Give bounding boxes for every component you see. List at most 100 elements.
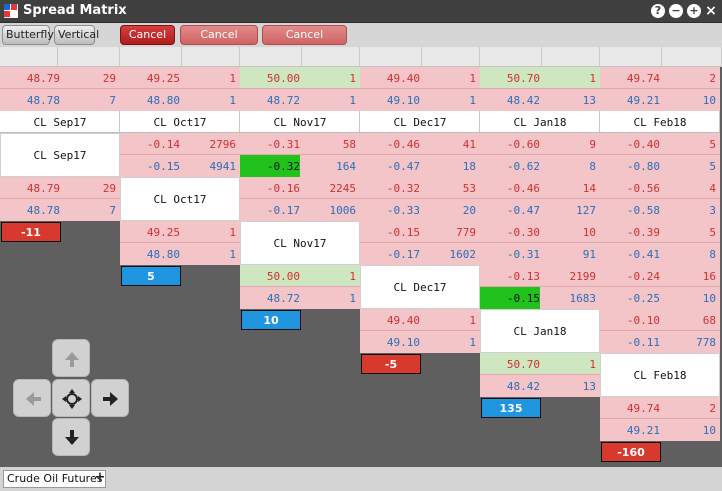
spread-1-2-ask-price[interactable]: -0.17 bbox=[266, 204, 300, 217]
spread-1-4-bid-price[interactable]: -0.46 bbox=[506, 182, 540, 195]
repeat-outright-2-bid-qty[interactable]: 1 bbox=[349, 270, 356, 283]
repeat-outright-0-ask-qty[interactable]: 7 bbox=[109, 204, 116, 217]
spread-0-4-bid-price[interactable]: -0.60 bbox=[506, 138, 540, 151]
position-badge-3[interactable]: -5 bbox=[361, 354, 421, 374]
spread-0-5-bid-price[interactable]: -0.40 bbox=[626, 138, 660, 151]
repeat-outright-3-ask-row[interactable] bbox=[360, 331, 480, 353]
butterfly-button[interactable]: Butterfly bbox=[2, 25, 54, 45]
spread-2-5-bid-row[interactable] bbox=[600, 221, 720, 243]
spread-2-5-ask-price[interactable]: -0.41 bbox=[626, 248, 660, 261]
spread-1-3-bid-price[interactable]: -0.32 bbox=[386, 182, 420, 195]
repeat-outright-0-bid-qty[interactable]: 29 bbox=[102, 182, 116, 195]
outright-3-ask-qty[interactable]: 1 bbox=[469, 94, 476, 107]
spread-0-4-ask-price[interactable]: -0.62 bbox=[506, 160, 540, 173]
vertical-button[interactable]: Vertical bbox=[54, 25, 99, 45]
spread-0-2-ask-price[interactable]: -0.32 bbox=[266, 160, 300, 173]
repeat-outright-5-ask-qty[interactable]: 10 bbox=[702, 424, 716, 437]
outright-4-bid-qty[interactable]: 1 bbox=[589, 72, 596, 85]
spread-4-5-bid-qty[interactable]: 68 bbox=[702, 314, 716, 327]
position-badge-4[interactable]: 135 bbox=[481, 398, 541, 418]
spread-0-3-ask-price[interactable]: -0.47 bbox=[386, 160, 420, 173]
spread-2-4-ask-row[interactable] bbox=[480, 243, 600, 265]
outright-2-ask-qty[interactable]: 1 bbox=[349, 94, 356, 107]
spread-3-4-ask-qty[interactable]: 1683 bbox=[569, 292, 597, 305]
spread-2-4-ask-qty[interactable]: 91 bbox=[582, 248, 596, 261]
outright-0-bid-row[interactable] bbox=[0, 67, 120, 89]
spread-1-4-ask-row[interactable] bbox=[480, 199, 600, 221]
outright-5-ask-qty[interactable]: 10 bbox=[702, 94, 716, 107]
spread-0-1-bid-qty[interactable]: 2796 bbox=[209, 138, 237, 151]
repeat-outright-2-ask-qty[interactable]: 1 bbox=[349, 292, 356, 305]
position-badge-5[interactable]: -160 bbox=[601, 442, 661, 462]
repeat-outright-4-ask-row[interactable] bbox=[480, 375, 600, 397]
outright-5-ask-price[interactable]: 49.21 bbox=[626, 94, 660, 107]
outright-3-bid-qty[interactable]: 1 bbox=[469, 72, 476, 85]
spread-4-5-ask-price[interactable]: -0.11 bbox=[626, 336, 660, 349]
spread-0-3-bid-row[interactable] bbox=[360, 133, 480, 155]
spread-3-4-ask-highlight[interactable] bbox=[480, 287, 540, 309]
left-arrow-button[interactable] bbox=[13, 379, 51, 417]
outright-2-bid-price[interactable]: 50.00 bbox=[266, 72, 300, 85]
outright-4-ask-price[interactable]: 48.42 bbox=[506, 94, 540, 107]
repeat-outright-0-ask-price[interactable]: 48.78 bbox=[26, 204, 60, 217]
spread-1-3-ask-qty[interactable]: 20 bbox=[462, 204, 476, 217]
spread-2-5-bid-price[interactable]: -0.39 bbox=[626, 226, 660, 239]
outright-2-bid-qty[interactable]: 1 bbox=[349, 72, 356, 85]
outright-2-ask-price[interactable]: 48.72 bbox=[266, 94, 300, 107]
outright-0-ask-row[interactable] bbox=[0, 89, 120, 111]
position-badge-2[interactable]: 10 bbox=[241, 310, 301, 330]
outright-2-ask-row[interactable] bbox=[240, 89, 360, 111]
spread-2-3-bid-qty[interactable]: 779 bbox=[456, 226, 476, 239]
outright-4-bid-price[interactable]: 50.70 bbox=[506, 72, 540, 85]
spread-4-5-bid-price[interactable]: -0.10 bbox=[626, 314, 660, 327]
spread-0-3-ask-row[interactable] bbox=[360, 155, 480, 177]
spread-1-3-bid-row[interactable] bbox=[360, 177, 480, 199]
repeat-outright-3-ask-qty[interactable]: 1 bbox=[469, 336, 476, 349]
spread-4-5-bid-row[interactable] bbox=[600, 309, 720, 331]
outright-1-bid-row[interactable] bbox=[120, 67, 240, 89]
spread-0-4-ask-qty[interactable]: 8 bbox=[589, 160, 596, 173]
outright-0-ask-price[interactable]: 48.78 bbox=[26, 94, 60, 107]
spread-3-5-ask-qty[interactable]: 10 bbox=[702, 292, 716, 305]
spread-1-5-ask-price[interactable]: -0.58 bbox=[626, 204, 660, 217]
spread-1-5-bid-qty[interactable]: 4 bbox=[709, 182, 716, 195]
repeat-outright-1-ask-qty[interactable]: 1 bbox=[229, 248, 236, 261]
spread-0-1-ask-price[interactable]: -0.15 bbox=[146, 160, 180, 173]
outright-3-bid-price[interactable]: 49.40 bbox=[386, 72, 420, 85]
spread-3-4-bid-qty[interactable]: 2199 bbox=[569, 270, 597, 283]
outright-0-bid-price[interactable]: 48.79 bbox=[26, 72, 60, 85]
spread-2-3-ask-price[interactable]: -0.17 bbox=[386, 248, 420, 261]
minimize-icon[interactable]: − bbox=[669, 4, 683, 18]
repeat-outright-2-ask-price[interactable]: 48.72 bbox=[266, 292, 300, 305]
repeat-outright-4-ask-price[interactable]: 48.42 bbox=[506, 380, 540, 393]
spread-0-5-bid-qty[interactable]: 5 bbox=[709, 138, 716, 151]
spread-1-2-bid-price[interactable]: -0.16 bbox=[266, 182, 300, 195]
repeat-outright-4-ask-qty[interactable]: 13 bbox=[582, 380, 596, 393]
spread-0-5-ask-qty[interactable]: 5 bbox=[709, 160, 716, 173]
spread-2-3-bid-row[interactable] bbox=[360, 221, 480, 243]
spread-1-4-ask-price[interactable]: -0.47 bbox=[506, 204, 540, 217]
outright-4-ask-row[interactable] bbox=[480, 89, 600, 111]
spread-3-5-ask-price[interactable]: -0.25 bbox=[626, 292, 660, 305]
tab-crude-oil-futures[interactable]: Crude Oil Futures bbox=[3, 470, 107, 488]
outright-5-ask-row[interactable] bbox=[600, 89, 720, 111]
spread-1-5-bid-price[interactable]: -0.56 bbox=[626, 182, 660, 195]
repeat-outright-0-bid-row[interactable] bbox=[0, 177, 120, 199]
repeat-outright-5-bid-row[interactable] bbox=[600, 397, 720, 419]
help-icon[interactable]: ? bbox=[651, 4, 665, 18]
outright-3-ask-price[interactable]: 49.10 bbox=[386, 94, 420, 107]
spread-0-4-ask-row[interactable] bbox=[480, 155, 600, 177]
spread-1-4-bid-row[interactable] bbox=[480, 177, 600, 199]
repeat-outright-3-bid-price[interactable]: 49.40 bbox=[386, 314, 420, 327]
spread-1-3-bid-qty[interactable]: 53 bbox=[462, 182, 476, 195]
right-arrow-button[interactable] bbox=[91, 379, 129, 417]
outright-3-bid-row[interactable] bbox=[360, 67, 480, 89]
spread-2-4-bid-qty[interactable]: 10 bbox=[582, 226, 596, 239]
add-tab-icon[interactable]: + bbox=[94, 470, 106, 485]
spread-2-3-ask-qty[interactable]: 1602 bbox=[449, 248, 477, 261]
repeat-outright-1-bid-price[interactable]: 49.25 bbox=[146, 226, 180, 239]
spread-1-3-ask-row[interactable] bbox=[360, 199, 480, 221]
outright-4-bid-row[interactable] bbox=[480, 67, 600, 89]
spread-2-4-bid-row[interactable] bbox=[480, 221, 600, 243]
spread-0-3-bid-qty[interactable]: 41 bbox=[462, 138, 476, 151]
